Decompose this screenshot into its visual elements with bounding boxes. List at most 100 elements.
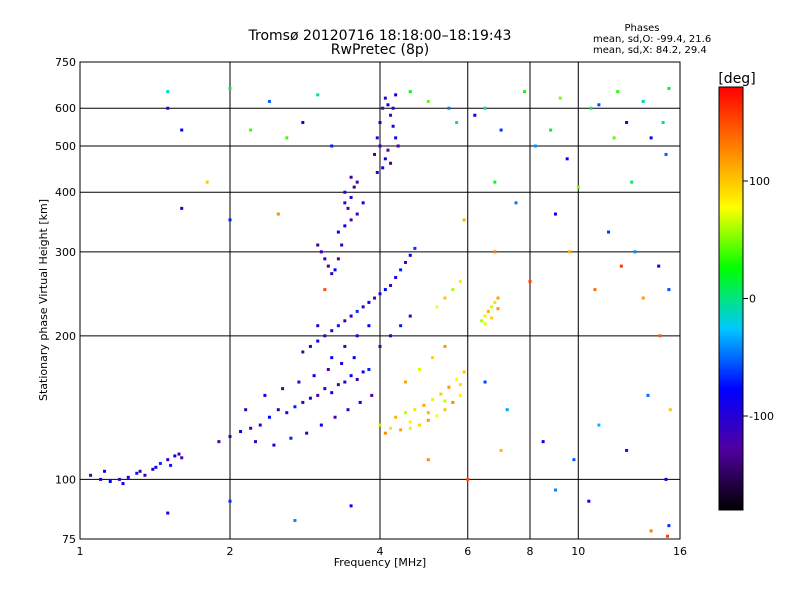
data-point — [217, 440, 221, 444]
data-point — [349, 504, 353, 508]
data-point — [180, 128, 184, 132]
data-point — [383, 431, 387, 435]
data-point — [462, 370, 466, 374]
data-point — [336, 324, 340, 328]
colorbar-tick-label: 100 — [749, 175, 770, 188]
y-tick-label: 500 — [55, 140, 76, 153]
data-point — [667, 288, 671, 292]
data-point — [641, 99, 645, 103]
data-point — [361, 201, 365, 205]
y-gridlines — [80, 107, 680, 480]
data-point — [166, 511, 170, 515]
data-point — [625, 121, 629, 125]
data-point — [625, 448, 629, 452]
data-point — [285, 136, 289, 140]
data-point — [394, 276, 398, 280]
data-point — [649, 136, 653, 140]
x-tick-label: 2 — [227, 545, 234, 558]
data-point — [316, 393, 320, 397]
data-point — [333, 415, 337, 419]
data-point — [378, 344, 382, 348]
colorbar-gradient — [718, 86, 744, 511]
data-point — [413, 408, 417, 412]
data-point — [330, 272, 334, 276]
data-point — [349, 374, 353, 378]
data-point — [276, 408, 280, 412]
data-point — [349, 175, 353, 179]
data-point — [394, 415, 398, 419]
data-point — [349, 218, 353, 222]
data-point — [126, 475, 130, 479]
data-point — [228, 499, 232, 503]
data-point — [483, 106, 487, 110]
data-point — [665, 534, 669, 538]
data-point — [330, 356, 334, 360]
data-point — [480, 319, 484, 323]
data-point — [565, 157, 569, 161]
y-tick-label: 75 — [62, 533, 76, 546]
data-point — [658, 334, 662, 338]
data-point — [408, 90, 412, 94]
chart-title: Tromsø 20120716 18:18:00–18:19:43 — [248, 28, 512, 44]
colorbar-tick-label: -100 — [749, 410, 774, 423]
y-tick-label: 100 — [55, 473, 76, 486]
data-point — [391, 124, 395, 128]
data-point — [486, 309, 490, 313]
data-point — [249, 128, 253, 132]
data-point — [177, 452, 181, 456]
x-tick-label: 6 — [464, 545, 471, 558]
data-point — [576, 185, 580, 189]
chart-subtitle: RwPretec (8p) — [331, 42, 429, 58]
data-point — [413, 246, 417, 250]
data-point — [661, 121, 665, 125]
data-point — [664, 477, 668, 481]
data-point — [443, 344, 447, 348]
data-point — [346, 206, 350, 210]
data-point — [403, 260, 407, 264]
data-point — [180, 206, 184, 210]
data-point — [108, 479, 112, 483]
data-point — [343, 344, 347, 348]
data-point — [267, 415, 271, 419]
data-point — [597, 103, 601, 107]
data-point — [496, 307, 500, 311]
data-point — [426, 411, 430, 415]
data-point — [301, 400, 305, 404]
data-point — [99, 477, 103, 481]
data-point — [399, 324, 403, 328]
data-point — [228, 218, 232, 222]
data-point — [358, 400, 362, 404]
data-point — [326, 264, 330, 268]
data-point — [180, 456, 184, 460]
data-point — [367, 300, 371, 304]
data-point — [633, 250, 637, 254]
data-point — [490, 305, 494, 309]
data-point — [340, 361, 344, 365]
data-point — [378, 121, 382, 125]
data-point — [138, 469, 142, 473]
data-point — [151, 467, 155, 471]
data-point — [619, 264, 623, 268]
data-point — [408, 426, 412, 430]
data-point — [426, 458, 430, 462]
data-point — [319, 423, 323, 427]
data-point — [343, 380, 347, 384]
x-tick-labels: 1 2 4 6 8 10 16 — [77, 545, 688, 558]
data-point — [330, 144, 334, 148]
data-point — [396, 144, 400, 148]
data-point — [228, 86, 232, 90]
data-point — [381, 166, 385, 170]
data-point — [373, 152, 377, 156]
data-point — [383, 288, 387, 292]
x-tick-label: 16 — [673, 545, 687, 558]
data-point — [352, 185, 356, 189]
data-point — [567, 250, 571, 254]
data-point — [272, 443, 276, 447]
data-point — [373, 296, 377, 300]
data-point — [239, 430, 243, 434]
data-point — [301, 121, 305, 125]
data-point — [499, 448, 503, 452]
data-point — [289, 436, 293, 440]
y-tick-label: 600 — [55, 102, 76, 115]
